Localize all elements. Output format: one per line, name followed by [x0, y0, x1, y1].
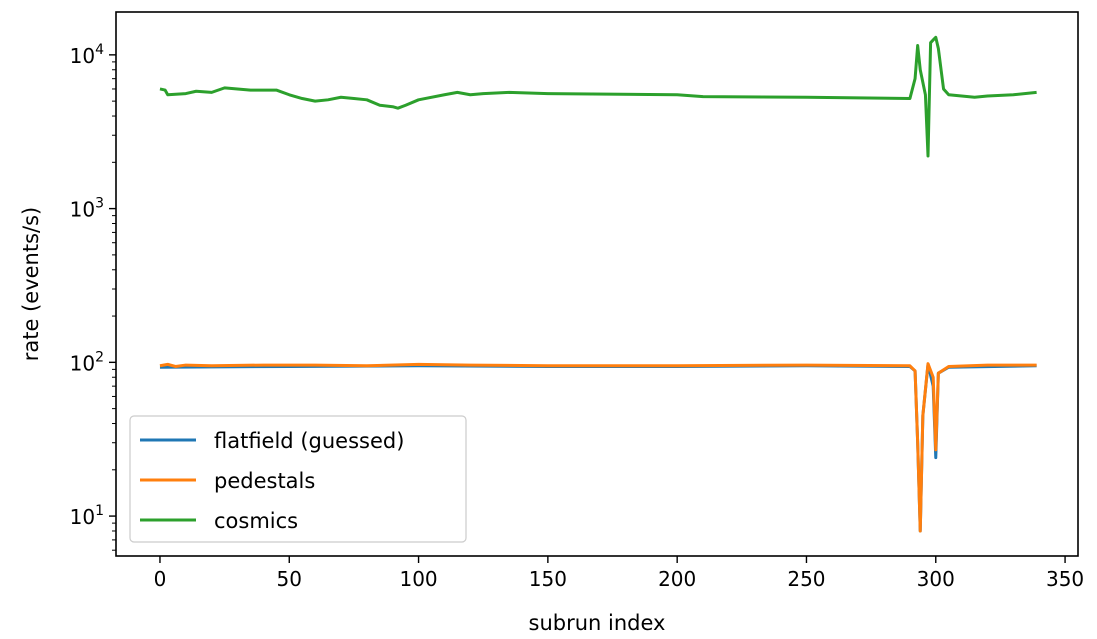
plot-frame [115, 11, 1079, 557]
x-tick-label: 0 [154, 567, 167, 591]
x-tick-label: 200 [658, 567, 696, 591]
x-tick-label: 150 [529, 567, 567, 591]
legend-box [129, 415, 467, 543]
x-tick-label: 300 [917, 567, 955, 591]
x-tick-label: 50 [277, 567, 302, 591]
x-axis-label: subrun index [529, 611, 666, 635]
y-tick-label: 104 [70, 42, 104, 68]
series-lines [159, 35, 1037, 533]
y-tick-label: 102 [70, 349, 104, 375]
x-tick-label: 350 [1046, 567, 1084, 591]
y-axis: 101 102 103 104 [70, 42, 116, 551]
legend-label: flatfield (guessed) [214, 429, 404, 453]
x-tick-label: 250 [787, 567, 825, 591]
legend: flatfield (guessed) pedestals cosmics [129, 415, 467, 543]
x-axis: 0 50 100 150 200 250 300 350 [154, 556, 1084, 591]
legend-label: cosmics [214, 509, 298, 533]
y-tick-label: 101 [70, 503, 104, 529]
y-tick-label: 103 [70, 196, 104, 222]
x-tick-label: 100 [399, 567, 437, 591]
series-line [159, 35, 1037, 158]
legend-label: pedestals [214, 469, 315, 493]
y-axis-label: rate (events/s) [19, 207, 43, 362]
series-line [159, 362, 1037, 533]
